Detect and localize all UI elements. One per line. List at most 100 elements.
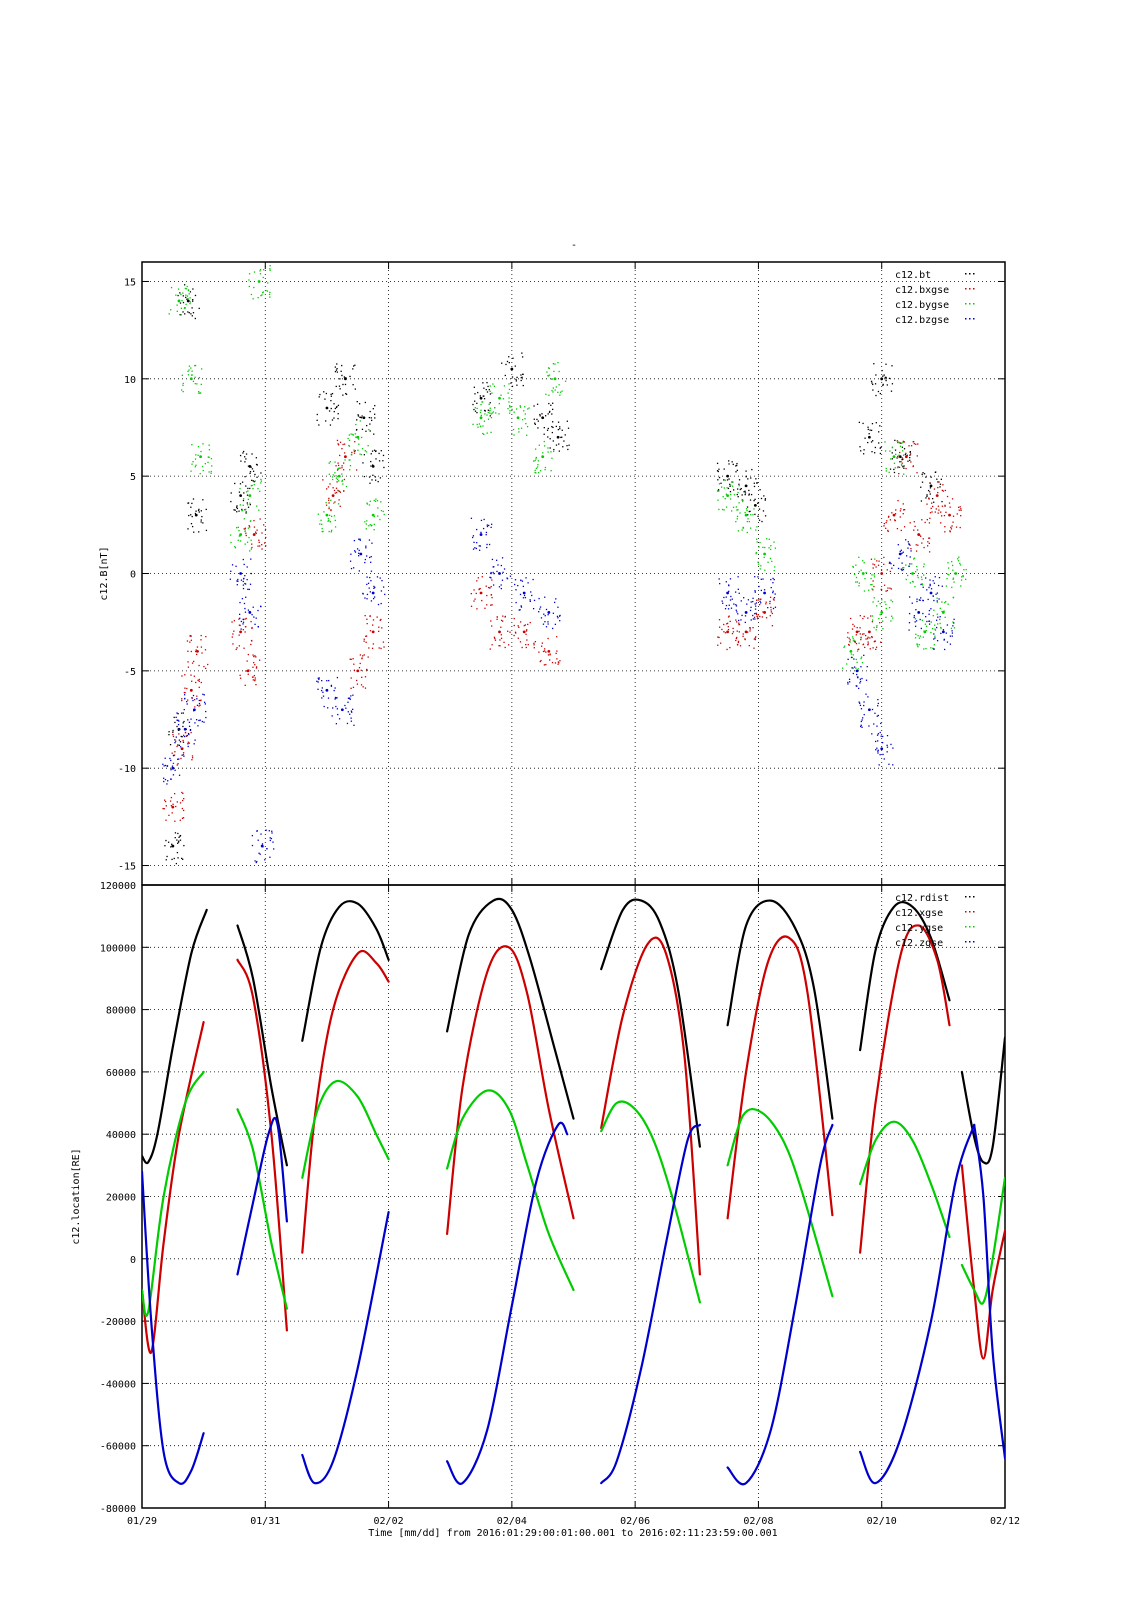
data-point: [245, 458, 247, 460]
data-point: [189, 688, 193, 692]
data-point: [198, 511, 200, 513]
data-point: [229, 578, 231, 580]
data-point: [239, 540, 242, 542]
data-point: [200, 681, 202, 684]
data-point: [485, 585, 487, 587]
data-point: [187, 666, 190, 668]
data-point: [893, 471, 896, 474]
data-point: [904, 455, 908, 459]
data-point: [931, 502, 933, 504]
data-point: [948, 574, 950, 576]
data-point: [230, 541, 232, 544]
data-point: [903, 441, 906, 443]
data-point: [239, 677, 242, 679]
data-point: [523, 594, 526, 597]
data-point: [722, 496, 724, 498]
data-point: [245, 511, 247, 513]
data-point: [853, 658, 855, 660]
data-point: [717, 470, 719, 473]
series-line: [446, 1089, 575, 1292]
data-point: [250, 643, 252, 646]
data-point: [328, 473, 331, 475]
data-point: [867, 630, 871, 634]
data-point: [190, 313, 192, 315]
data-point: [894, 513, 897, 515]
data-point: [928, 542, 930, 544]
data-point: [317, 688, 319, 690]
data-point: [917, 443, 919, 445]
data-point: [479, 425, 482, 428]
data-point: [357, 552, 360, 554]
data-point: [325, 504, 328, 506]
data-point: [198, 686, 200, 689]
data-point: [744, 611, 748, 614]
plot-frame: [141, 261, 1006, 886]
data-point: [919, 635, 921, 637]
data-point: [382, 586, 385, 588]
data-point: [479, 587, 481, 590]
series-line: [301, 1079, 390, 1179]
data-point: [729, 498, 732, 500]
data-point: [200, 634, 202, 637]
data-point: [879, 452, 882, 455]
data-point: [931, 511, 933, 513]
data-point: [928, 537, 930, 539]
data-point: [867, 641, 869, 643]
data-point: [757, 599, 760, 601]
data-point: [245, 596, 247, 598]
data-point: [370, 561, 372, 563]
data-point: [922, 472, 924, 474]
data-point: [365, 547, 367, 549]
data-point: [253, 526, 256, 528]
data-point: [760, 602, 762, 604]
data-point: [905, 564, 907, 566]
data-point: [889, 561, 891, 564]
series-c12-xgse: [142, 924, 1005, 1360]
data-point: [328, 462, 330, 464]
data-point: [365, 641, 367, 643]
data-point: [248, 525, 250, 527]
data-point: [861, 719, 863, 721]
data-point: [916, 569, 918, 571]
data-point: [556, 435, 560, 439]
data-point: [738, 592, 740, 594]
data-point: [252, 666, 254, 668]
data-point: [380, 602, 382, 605]
data-point: [769, 596, 772, 598]
data-point: [935, 494, 939, 498]
data-point: [555, 386, 558, 388]
data-point: [491, 644, 493, 646]
data-point: [344, 459, 346, 461]
data-point: [735, 465, 737, 467]
data-point: [744, 484, 748, 488]
data-point: [940, 627, 942, 629]
data-point: [917, 576, 919, 579]
data-point: [754, 638, 757, 641]
data-point: [239, 630, 243, 634]
data-point: [163, 765, 165, 767]
data-point: [486, 414, 488, 416]
data-point: [880, 747, 884, 751]
data-point: [260, 480, 263, 482]
data-point: [743, 597, 745, 599]
data-point: [238, 634, 240, 636]
data-point: [230, 492, 232, 494]
x-tick-label: 02/02: [374, 1516, 404, 1527]
data-point: [182, 739, 184, 742]
data-point: [188, 514, 190, 517]
data-point: [748, 510, 750, 513]
data-point: [874, 446, 877, 449]
data-point: [492, 411, 495, 413]
data-point: [339, 378, 341, 380]
data-point: [534, 422, 536, 424]
data-point: [756, 616, 759, 618]
data-point: [913, 558, 915, 560]
data-point: [907, 574, 909, 577]
data-point: [368, 476, 371, 478]
data-point: [198, 719, 200, 722]
data-point: [485, 531, 488, 534]
data-point: [238, 510, 240, 512]
data-point: [863, 633, 865, 635]
data-point: [244, 530, 246, 533]
legend-marker: [973, 273, 975, 275]
